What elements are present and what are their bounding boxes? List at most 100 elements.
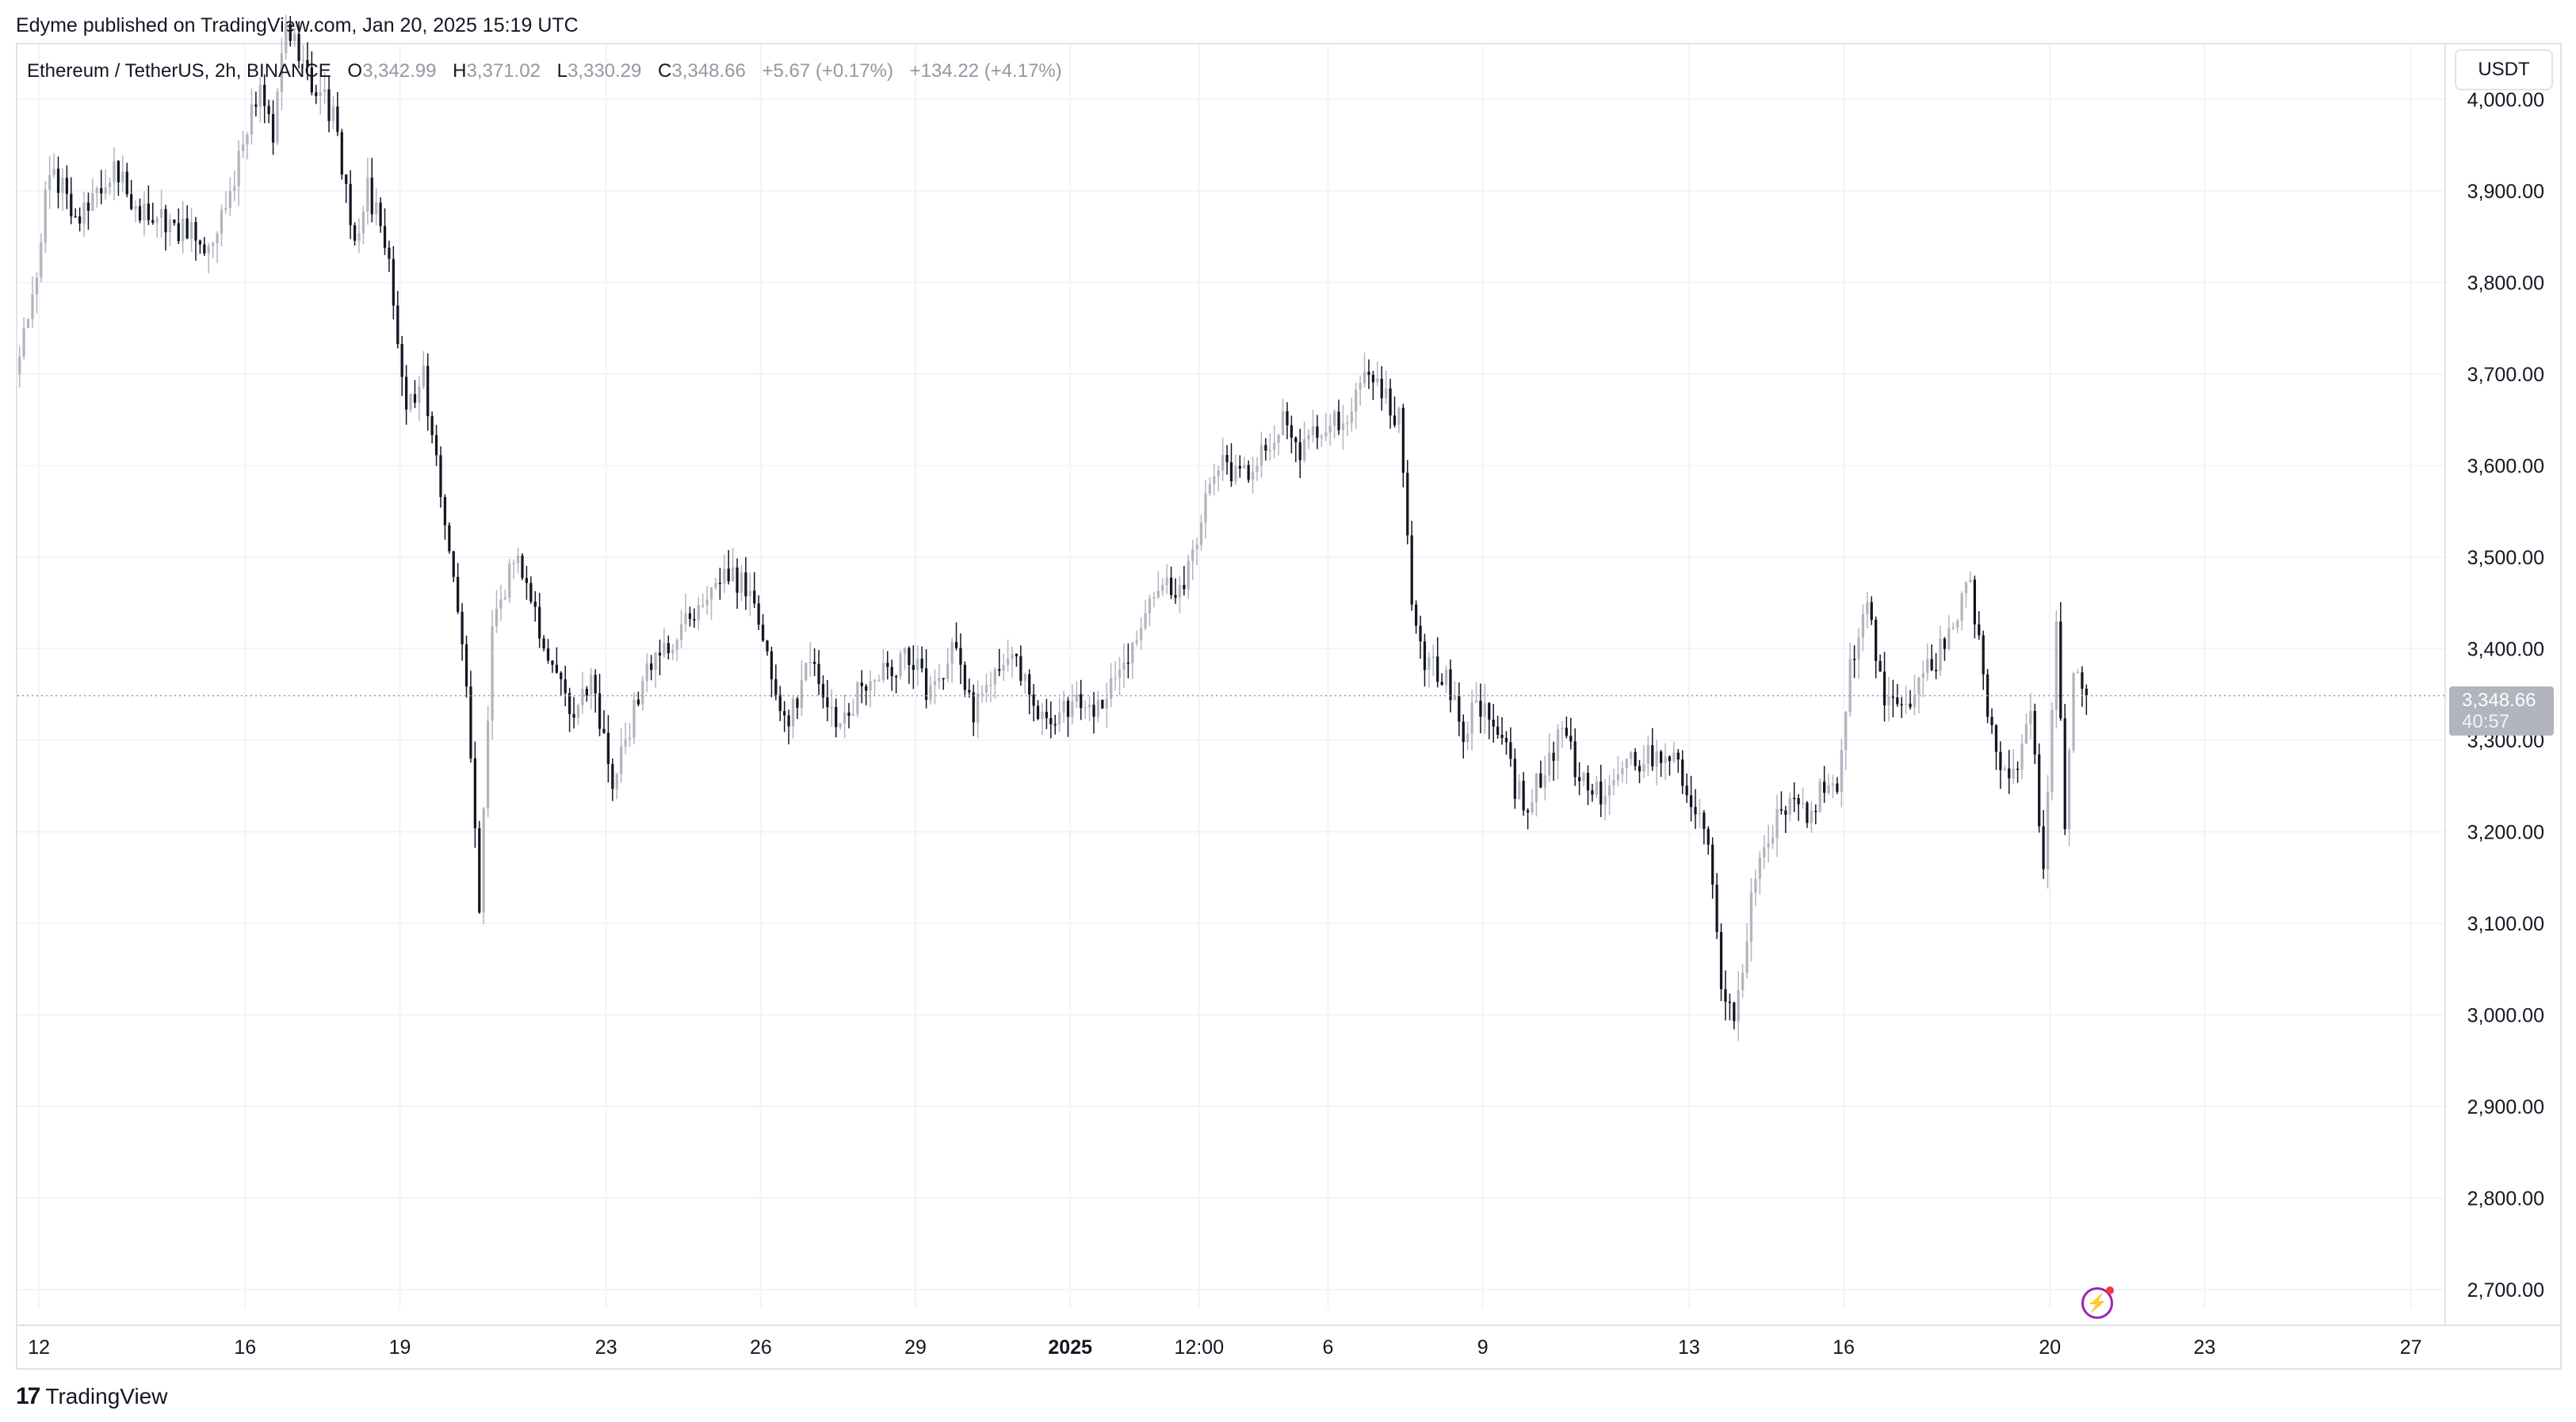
candle-body (808, 661, 812, 663)
candle-body (783, 711, 786, 716)
candle-body (1423, 641, 1427, 671)
candle-body (495, 608, 499, 626)
candle-body (1552, 752, 1555, 761)
candle-body (1668, 756, 1672, 762)
candle-body (1066, 700, 1070, 717)
candle-body (44, 189, 47, 243)
candle-body (1337, 411, 1340, 430)
candle-body (1703, 812, 1706, 829)
candle-body (2050, 709, 2054, 792)
candle-body (2063, 718, 2066, 830)
candle-body (869, 681, 872, 691)
candle-body (1887, 696, 1890, 705)
last-price-label: 3,348.66 40:57 (2449, 686, 2554, 736)
lightning-bolt-icon[interactable]: ⚡ (2081, 1286, 2114, 1319)
candle-body (1428, 657, 1431, 671)
candle-body (258, 84, 262, 107)
candle-body (1174, 594, 1177, 598)
candle-body (1698, 812, 1702, 815)
x-tick-label: 2025 (1048, 1336, 1092, 1359)
candle-body (430, 416, 434, 435)
candle-body (529, 583, 533, 602)
candle-body (1195, 545, 1198, 549)
candle-body (1367, 372, 1370, 375)
candle-body (1492, 719, 1495, 727)
candle-body (1217, 470, 1220, 476)
candle-body (443, 497, 447, 526)
candle-body (1934, 670, 1938, 671)
symbol-label[interactable]: Ethereum / TetherUS, 2h, BINANCE (27, 60, 331, 82)
x-tick-label: 19 (389, 1336, 411, 1359)
close-value: 3,348.66 (671, 60, 746, 82)
candle-body (1458, 695, 1461, 722)
candle-body (18, 356, 21, 374)
candle-body (1878, 660, 1882, 672)
candle-body (688, 613, 692, 619)
publisher-line: Edyme published on TradingView.com, Jan … (16, 14, 579, 36)
candle-body (980, 692, 984, 694)
open-label: O (347, 60, 363, 82)
candle-body (1526, 810, 1530, 812)
candle-body (2068, 750, 2071, 830)
candle-body (1187, 560, 1190, 590)
candle-body (1371, 374, 1375, 383)
candle-body (877, 680, 881, 682)
candle-body (899, 653, 902, 677)
candle-body (2008, 768, 2011, 778)
candle-body (1259, 445, 1263, 466)
candle-body (1754, 878, 1757, 893)
candle-body (1036, 705, 1040, 719)
candle-body (624, 739, 627, 747)
candle-body (1784, 810, 1787, 815)
candle-body (1595, 781, 1598, 795)
candle-body (250, 104, 254, 135)
candle-body (1105, 698, 1108, 709)
candle-body (1882, 671, 1886, 705)
candle-body (2016, 768, 2020, 770)
close-label: C (658, 60, 672, 82)
candle-body (1801, 802, 1805, 805)
candle-body (736, 567, 739, 593)
candle-body (1332, 411, 1336, 426)
candle-body (658, 652, 662, 656)
candle-body (525, 578, 529, 583)
candle-body (173, 219, 176, 224)
candle-body (1634, 751, 1637, 766)
candle-body (1114, 677, 1117, 679)
candle-body (1990, 717, 1993, 725)
candle-body (2054, 621, 2058, 710)
candle-body (469, 686, 472, 759)
candle-body (1169, 577, 1173, 595)
candle-body (989, 684, 992, 686)
candle-body (289, 23, 292, 41)
candle-body (1956, 621, 1959, 628)
candle-body (1118, 669, 1122, 678)
candle-body (426, 365, 430, 417)
y-tick-label: 3,200.00 (2467, 821, 2544, 843)
candle-body (847, 712, 850, 717)
candle-body (1685, 786, 1688, 796)
x-tick-label: 26 (750, 1336, 772, 1359)
candle-body (843, 712, 847, 724)
candle-body (1243, 464, 1246, 469)
candle-body (486, 721, 490, 809)
candle-body (572, 713, 575, 718)
candle-body (65, 178, 68, 194)
tradingview-logo[interactable]: 17 TradingView (16, 1382, 167, 1411)
candle-body (516, 555, 520, 564)
candle-body (1814, 810, 1817, 812)
x-tick-label: 13 (1678, 1336, 1700, 1359)
candle-body (340, 132, 343, 175)
candle-body (336, 106, 339, 132)
candle-body (31, 294, 34, 319)
candle-body (2012, 768, 2015, 778)
candle-body (821, 683, 825, 698)
candle-body (903, 648, 907, 654)
candle-body (774, 679, 778, 695)
candle-body (1500, 735, 1504, 739)
candle-body (576, 705, 580, 718)
currency-button[interactable]: USDT (2455, 49, 2553, 90)
candle-body (1045, 712, 1049, 718)
candle-body (78, 216, 82, 224)
